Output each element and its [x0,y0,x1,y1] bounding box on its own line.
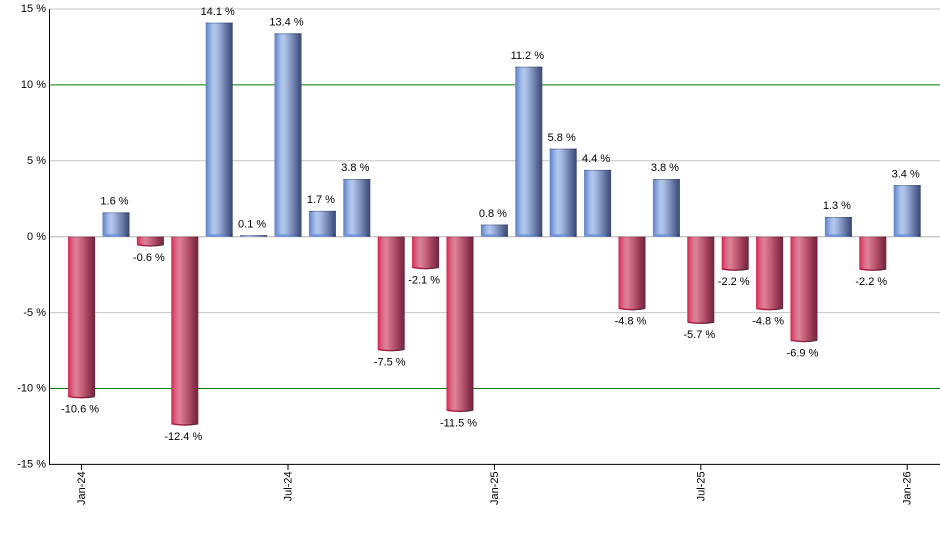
svg-text:0.8 %: 0.8 % [479,208,507,220]
svg-text:Jan-26: Jan-26 [902,471,914,505]
svg-text:-2.2 %: -2.2 % [855,276,887,288]
svg-text:14.1 %: 14.1 % [201,6,235,18]
svg-text:-2.2 %: -2.2 % [718,276,750,288]
svg-text:Jul-24: Jul-24 [283,471,295,501]
svg-text:11.2 %: 11.2 % [511,50,545,62]
svg-text:-7.5 %: -7.5 % [374,357,406,369]
svg-text:-2.1 %: -2.1 % [408,275,440,287]
svg-text:1.6 %: 1.6 % [100,196,128,208]
svg-text:-4.8 %: -4.8 % [615,316,647,328]
svg-text:0.1 %: 0.1 % [238,218,266,230]
svg-text:-11.5 %: -11.5 % [440,417,477,429]
svg-text:-0.6 %: -0.6 % [133,252,165,264]
svg-text:1.3 %: 1.3 % [823,200,851,212]
svg-text:0 %: 0 % [27,231,46,243]
svg-text:13.4 %: 13.4 % [269,17,303,29]
svg-text:-4.8 %: -4.8 % [752,316,784,328]
svg-text:15 %: 15 % [21,3,46,15]
svg-text:-6.9 %: -6.9 % [787,347,819,359]
svg-text:Jan-25: Jan-25 [489,471,501,505]
svg-text:-10.6 %: -10.6 % [61,404,99,416]
svg-text:10 %: 10 % [21,79,46,91]
svg-text:3.8 %: 3.8 % [651,162,679,174]
svg-text:-5.7 %: -5.7 % [683,329,715,341]
svg-text:-12.4 %: -12.4 % [164,431,202,443]
svg-text:1.7 %: 1.7 % [307,194,335,206]
svg-text:5 %: 5 % [27,155,46,167]
svg-text:Jan-24: Jan-24 [76,471,88,505]
svg-text:-15 %: -15 % [17,459,46,471]
svg-text:Jul-25: Jul-25 [695,471,707,501]
svg-text:5.8 %: 5.8 % [548,132,576,144]
svg-text:3.4 %: 3.4 % [892,168,920,180]
svg-text:-5 %: -5 % [23,307,46,319]
svg-text:3.8 %: 3.8 % [341,162,369,174]
svg-text:-10 %: -10 % [17,383,46,395]
svg-text:4.4 %: 4.4 % [582,153,610,165]
